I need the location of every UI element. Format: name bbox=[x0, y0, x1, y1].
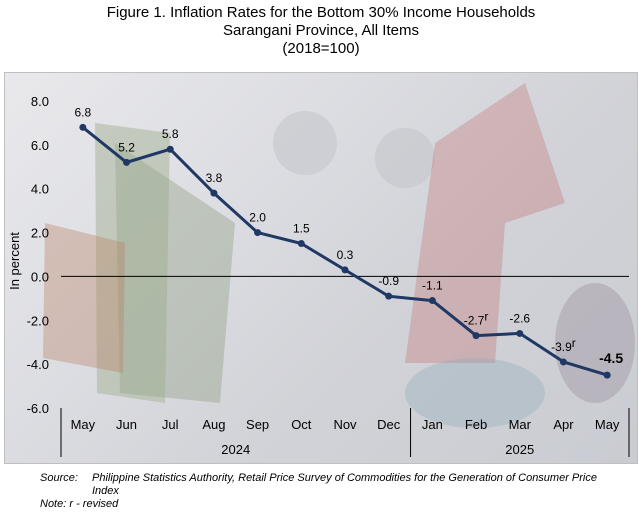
data-point bbox=[603, 371, 611, 379]
title-line-2: Sarangani Province, All Items bbox=[223, 22, 419, 39]
y-tick-label: -2.0 bbox=[27, 313, 49, 328]
source-text: Philippine Statistics Authority, Retail … bbox=[92, 472, 597, 497]
year-group-label: 2024 bbox=[221, 442, 250, 457]
series-markers bbox=[79, 123, 611, 379]
x-tick-label: May bbox=[71, 417, 96, 432]
data-point bbox=[341, 266, 349, 274]
title-line-1: Figure 1. Inflation Rates for the Bottom… bbox=[106, 4, 536, 21]
footer: Source: Philippine Statistics Authority,… bbox=[40, 472, 620, 511]
x-tick-label: Jul bbox=[162, 417, 179, 432]
data-point bbox=[166, 145, 174, 153]
y-tick-label: 8.0 bbox=[31, 94, 49, 109]
y-tick-label: -4.0 bbox=[27, 357, 49, 372]
can-shape bbox=[273, 111, 337, 175]
data-point bbox=[472, 332, 480, 340]
data-label: -3.9r bbox=[551, 336, 576, 354]
x-tick-label: Jun bbox=[116, 417, 137, 432]
year-group-label: 2025 bbox=[505, 442, 534, 457]
x-tick-label: Feb bbox=[465, 417, 487, 432]
data-point bbox=[385, 292, 393, 300]
stone-shape bbox=[405, 358, 545, 428]
revised-mark: r bbox=[484, 310, 488, 324]
line-chart: 8.0 6.0 4.0 2.0 0.0 -2.0 -4.0 -6.0 In percent M… bbox=[7, 83, 635, 457]
data-point bbox=[559, 358, 567, 366]
can-shape-2 bbox=[375, 128, 435, 188]
banknote-shape bbox=[95, 123, 170, 403]
red-arrow-shape bbox=[405, 83, 565, 363]
data-label: 1.5 bbox=[293, 222, 310, 236]
data-label: 2.0 bbox=[249, 211, 266, 225]
data-label: -0.9 bbox=[378, 274, 399, 288]
data-point bbox=[210, 189, 218, 197]
data-label: 5.8 bbox=[162, 127, 179, 141]
y-tick-label: 6.0 bbox=[31, 138, 49, 153]
data-point bbox=[428, 297, 436, 305]
data-label: -4.5 bbox=[599, 350, 623, 366]
plot-area: 8.0 6.0 4.0 2.0 0.0 -2.0 -4.0 -6.0 In percent M… bbox=[4, 72, 638, 464]
x-tick-label: Dec bbox=[377, 417, 401, 432]
background-photo-collage bbox=[43, 83, 635, 428]
data-point bbox=[297, 240, 305, 248]
y-tick-label: 0.0 bbox=[31, 269, 49, 284]
data-label: -2.6 bbox=[509, 311, 530, 325]
chart-title: Figure 1. Inflation Rates for the Bottom… bbox=[0, 4, 642, 58]
y-axis-tick-labels: 8.0 6.0 4.0 2.0 0.0 -2.0 -4.0 -6.0 bbox=[27, 94, 49, 416]
y-tick-label: 2.0 bbox=[31, 226, 49, 241]
source-label: Source: bbox=[40, 472, 78, 484]
banknote-shape-3 bbox=[43, 223, 125, 373]
data-point bbox=[254, 229, 262, 237]
data-point bbox=[123, 158, 131, 166]
data-label: -1.1 bbox=[422, 279, 443, 293]
x-tick-label: Aug bbox=[202, 417, 225, 432]
data-label: 6.8 bbox=[75, 105, 92, 119]
x-tick-label: Mar bbox=[509, 417, 532, 432]
x-tick-label: Jan bbox=[422, 417, 443, 432]
source-row: Source: Philippine Statistics Authority,… bbox=[40, 472, 620, 498]
y-tick-label: 4.0 bbox=[31, 182, 49, 197]
x-axis: May Jun Jul Aug Sep Oct Nov Dec Jan Feb Mar Apr May 2… bbox=[60, 408, 630, 457]
x-tick-label: Nov bbox=[333, 417, 357, 432]
data-label: -2.7r bbox=[464, 310, 489, 328]
note-text: Note: r - revised bbox=[40, 498, 119, 510]
y-axis-title: In percent bbox=[7, 232, 22, 290]
data-point bbox=[79, 123, 87, 131]
y-tick-label: -6.0 bbox=[27, 401, 49, 416]
x-tick-label: Sep bbox=[246, 417, 269, 432]
x-tick-label: Oct bbox=[291, 417, 312, 432]
data-label: 0.3 bbox=[337, 248, 354, 262]
data-label: 3.8 bbox=[206, 171, 223, 185]
title-line-3: (2018=100) bbox=[282, 40, 360, 57]
banknote-shape-2 bbox=[115, 143, 235, 403]
revised-mark: r bbox=[572, 336, 576, 350]
vegetable-shape bbox=[555, 283, 635, 403]
data-labels: 6.8 5.2 5.8 3.8 2.0 1.5 0.3 -0.9 -1.1 -2.7r -2.6 -3… bbox=[75, 105, 624, 366]
data-point bbox=[516, 329, 524, 337]
data-label: 5.2 bbox=[118, 140, 135, 154]
x-tick-label: May bbox=[595, 417, 620, 432]
x-tick-label: Apr bbox=[553, 417, 574, 432]
